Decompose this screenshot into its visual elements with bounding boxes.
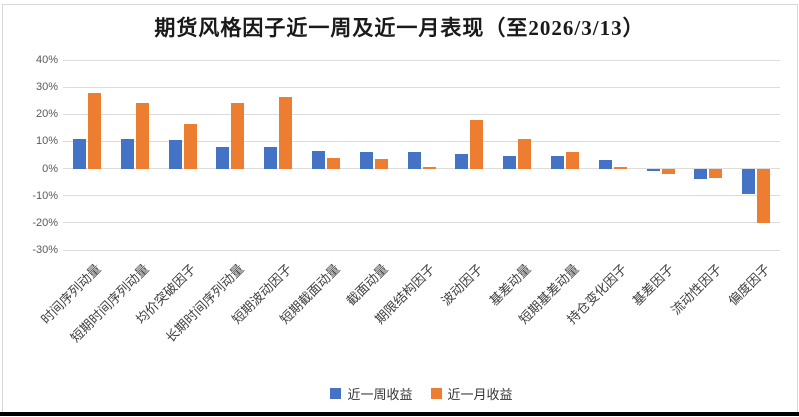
bottom-black-bar [0, 412, 799, 416]
bar-month [518, 138, 532, 169]
x-category-label: 偏度因子 [725, 261, 773, 309]
y-axis: 40% 30% 20% 10% 0% -10% -20% -30% [0, 54, 58, 256]
legend-label: 近一月收益 [447, 386, 513, 402]
y-tick-label: -30% [32, 244, 58, 256]
bar-month [757, 168, 771, 223]
y-tick-label: -20% [32, 216, 58, 229]
bar-week [407, 152, 421, 169]
y-tick-label: 0% [42, 162, 58, 175]
legend-swatch [330, 387, 342, 399]
bar-week [503, 156, 517, 169]
bar-month [422, 167, 436, 169]
bar-week [72, 138, 86, 169]
bar-month [613, 167, 627, 169]
bar-week [264, 146, 278, 169]
bar-month [470, 119, 484, 169]
bar-month [183, 123, 197, 169]
bar-month [135, 103, 149, 169]
legend-item: 近一月收益 [430, 384, 513, 403]
y-tick-label: 30% [35, 81, 58, 94]
chart-title: 期货风格因子近一周及近一月表现（至2026/3/13） [154, 16, 645, 40]
y-tick-label: 40% [35, 54, 58, 66]
x-axis: 时间序列动量 短期时间序列动量 均价突破因子 长期时间序列动量 短期波动因子 短期截面动量… [38, 253, 780, 371]
gridline [63, 113, 780, 115]
y-tick-label: 20% [35, 108, 58, 121]
bar-week [168, 140, 182, 169]
x-category-label: 流动性因子 [668, 261, 726, 318]
bar-month [661, 168, 675, 174]
bar-month [374, 159, 388, 169]
bar-week [216, 146, 230, 169]
gridline [63, 86, 780, 88]
bar-month [709, 168, 723, 179]
y-tick-label: 10% [35, 135, 58, 148]
plot-area [63, 59, 780, 251]
legend-swatch [430, 387, 442, 399]
gridline [63, 249, 780, 251]
gridline [63, 168, 780, 170]
bar-month [87, 92, 101, 169]
bar-week [646, 168, 660, 172]
bar-month [326, 157, 340, 169]
bar-week [359, 152, 373, 169]
bar-month [565, 152, 579, 169]
bar-week [120, 138, 134, 169]
bar-week [550, 156, 564, 169]
legend-label: 近一周收益 [347, 386, 413, 402]
gridline [63, 222, 780, 224]
legend-item: 近一周收益 [330, 384, 413, 403]
legend: 近一周收益 近一月收益 [63, 383, 780, 403]
bar-week [598, 160, 612, 169]
bar-week [455, 153, 469, 169]
y-tick-label: -10% [32, 189, 58, 202]
bar-month [231, 103, 245, 169]
gridline [63, 195, 780, 197]
gridline [63, 59, 780, 61]
gridline [63, 140, 780, 142]
bar-week [694, 168, 708, 180]
bar-week [311, 150, 325, 169]
bar-week [742, 168, 756, 195]
x-category-label: 波动因子 [438, 261, 487, 309]
bar-month [279, 96, 293, 169]
